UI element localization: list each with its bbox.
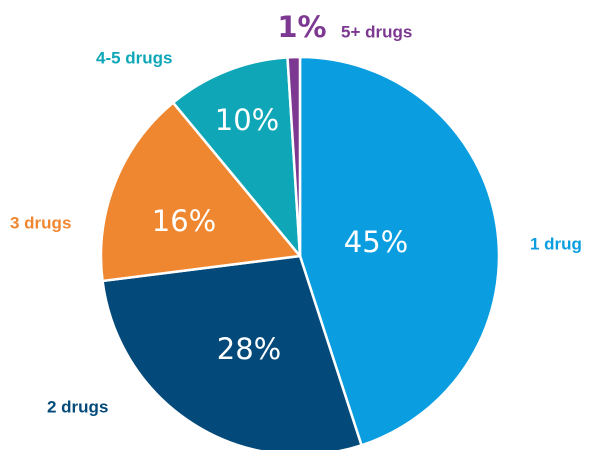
slice-category-label: 4-5 drugs (96, 49, 173, 68)
pie-category-labels: 1 drug 2 drugs 3 drugs 4-5 drugs 5+ drugs (10, 23, 582, 417)
slice-value-label: 10% (215, 103, 279, 137)
pie-slice-3-drugs (99, 101, 302, 283)
slice-category-label: 1 drug (530, 235, 582, 254)
slice-category-label: 2 drugs (47, 398, 108, 417)
pie-value-labels: 45% 28% 16% 10% 1% (152, 10, 408, 366)
slice-value-label: 45% (344, 225, 408, 259)
slice-value-label: 28% (217, 332, 281, 366)
slice-category-label: 5+ drugs (341, 23, 412, 42)
pie-slice-1-drug (298, 55, 501, 447)
slice-category-label: 3 drugs (10, 214, 71, 233)
pie-slices (99, 55, 501, 450)
pie-slice-4-5-drugs (171, 56, 302, 258)
slice-value-label: 16% (152, 204, 216, 238)
slice-value-label: 1% (277, 10, 326, 44)
pie-slice-2-drugs (101, 254, 363, 450)
pie-slice-5-drugs (286, 55, 302, 258)
